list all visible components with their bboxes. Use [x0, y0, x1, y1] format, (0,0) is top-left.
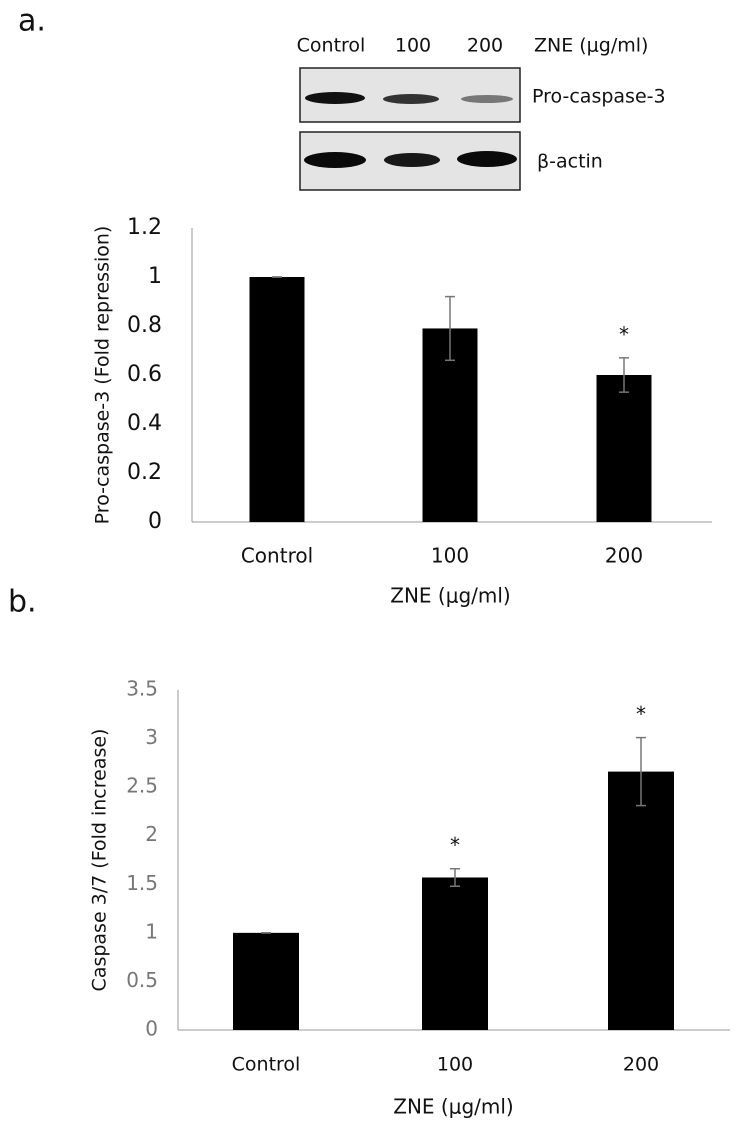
x-axis-label: ZNE (μg/ml) — [390, 584, 510, 608]
significance-mark: * — [450, 833, 460, 857]
band — [305, 92, 365, 104]
y-tick-label: 0 — [145, 1017, 158, 1041]
y-tick-label: 3.5 — [126, 677, 158, 701]
band — [304, 152, 366, 168]
x-tick-label: Control — [241, 544, 313, 568]
y-tick-label: 0.4 — [127, 411, 162, 436]
y-tick-label: 1.2 — [127, 215, 162, 240]
bar — [422, 877, 488, 1030]
bar — [608, 771, 674, 1030]
y-tick-label: 1 — [148, 264, 162, 289]
y-axis-label: Pro-caspase-3 (Fold repression) — [92, 226, 114, 525]
western-blot: Control 100 200 ZNE (μg/ml) Pro-caspase-… — [297, 35, 666, 191]
y-axis-label: Caspase 3/7 (Fold increase) — [89, 729, 111, 992]
band — [383, 94, 439, 104]
significance-mark: * — [636, 702, 646, 726]
x-axis-label: ZNE (μg/ml) — [393, 1095, 513, 1119]
y-tick-label: 2 — [145, 822, 158, 846]
significance-mark: * — [619, 322, 629, 346]
bar — [596, 375, 652, 522]
panel-label: a. — [18, 4, 46, 39]
row-label: Pro-caspase-3 — [532, 86, 666, 108]
y-tick-label: 0 — [148, 509, 162, 534]
y-tick-label: 1 — [145, 919, 158, 943]
y-tick-label: 3 — [145, 725, 158, 749]
bar — [233, 932, 299, 1030]
x-tick-label: 100 — [437, 1054, 473, 1076]
treatment-label: ZNE (μg/ml) — [534, 35, 648, 57]
y-tick-label: 0.8 — [127, 313, 162, 338]
band — [457, 151, 517, 167]
row-label: β-actin — [537, 151, 603, 173]
lane-label: Control — [297, 35, 366, 57]
y-tick-label: 0.5 — [126, 968, 158, 992]
band — [384, 153, 440, 167]
panel-label: b. — [8, 585, 37, 620]
y-tick-label: 0.2 — [127, 460, 162, 485]
x-tick-label: 200 — [623, 1054, 659, 1076]
lane-label: 100 — [395, 35, 431, 57]
x-tick-label: 100 — [431, 544, 469, 568]
y-tick-label: 2.5 — [126, 774, 158, 798]
x-tick-label: Control — [232, 1054, 301, 1076]
y-tick-label: 0.6 — [127, 362, 162, 387]
y-tick-label: 1.5 — [126, 871, 158, 895]
bar — [249, 277, 305, 522]
band — [461, 95, 513, 103]
lane-label: 200 — [467, 35, 503, 57]
x-tick-label: 200 — [605, 544, 643, 568]
